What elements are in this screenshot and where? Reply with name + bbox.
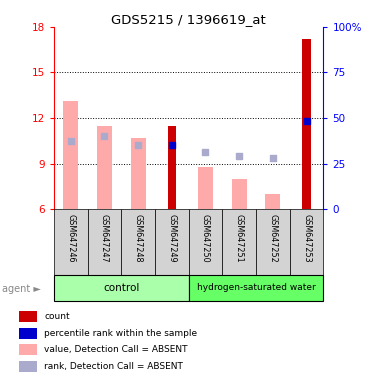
Bar xyxy=(302,39,311,209)
Text: GSM647248: GSM647248 xyxy=(134,214,142,262)
Bar xyxy=(88,209,121,275)
Point xyxy=(101,133,107,139)
Point xyxy=(68,138,74,144)
Point xyxy=(203,149,209,155)
Bar xyxy=(256,209,290,275)
Text: GSM647250: GSM647250 xyxy=(201,214,210,263)
Bar xyxy=(54,209,88,275)
Bar xyxy=(155,209,189,275)
Text: GSM647251: GSM647251 xyxy=(235,214,244,263)
Point xyxy=(270,154,276,161)
Text: agent ►: agent ► xyxy=(2,284,41,294)
Bar xyxy=(290,209,323,275)
Bar xyxy=(97,126,112,209)
Point xyxy=(236,153,242,159)
Text: GSM647249: GSM647249 xyxy=(167,214,176,263)
Bar xyxy=(265,194,280,209)
Bar xyxy=(121,209,155,275)
Bar xyxy=(167,126,176,209)
Bar xyxy=(223,209,256,275)
Bar xyxy=(131,138,146,209)
Text: control: control xyxy=(103,283,139,293)
Text: percentile rank within the sample: percentile rank within the sample xyxy=(44,329,198,338)
Bar xyxy=(232,179,247,209)
Point xyxy=(303,118,310,124)
Text: GSM647252: GSM647252 xyxy=(268,214,277,263)
Bar xyxy=(54,275,189,301)
Text: GSM647246: GSM647246 xyxy=(66,214,75,262)
Text: hydrogen-saturated water: hydrogen-saturated water xyxy=(197,283,315,293)
Bar xyxy=(189,209,223,275)
Text: rank, Detection Call = ABSENT: rank, Detection Call = ABSENT xyxy=(44,362,183,371)
Text: count: count xyxy=(44,312,70,321)
Title: GDS5215 / 1396619_at: GDS5215 / 1396619_at xyxy=(111,13,266,26)
Point xyxy=(135,142,141,149)
Text: value, Detection Call = ABSENT: value, Detection Call = ABSENT xyxy=(44,345,188,354)
Bar xyxy=(189,275,323,301)
Text: GSM647253: GSM647253 xyxy=(302,214,311,263)
Bar xyxy=(63,101,78,209)
Text: GSM647247: GSM647247 xyxy=(100,214,109,263)
Point xyxy=(169,142,175,149)
Bar xyxy=(198,167,213,209)
